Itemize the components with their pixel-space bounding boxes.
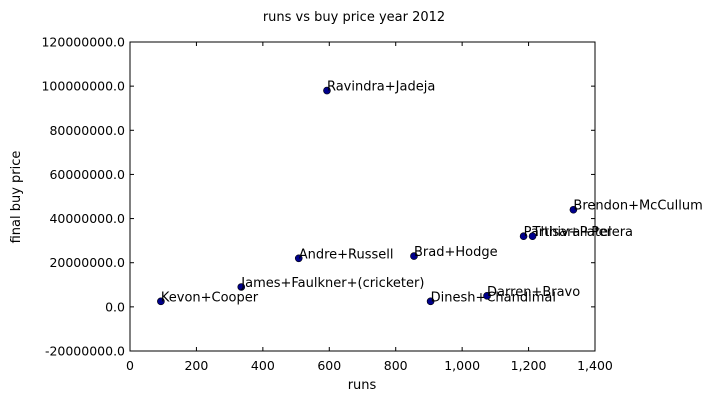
data-point [237, 283, 246, 291]
data-point [483, 292, 491, 300]
x-tick-label: 400 [251, 358, 275, 373]
y-tick-label: 100000000.0 [41, 79, 125, 94]
point-label: Brad+Hodge [414, 245, 498, 260]
x-tick-label: 200 [184, 358, 208, 373]
point-label: Kevon+Cooper [161, 290, 259, 305]
y-tick-label: 40000000.0 [49, 211, 125, 226]
data-point [519, 232, 528, 241]
x-tick-label: 0 [126, 358, 134, 373]
y-axis-label: final buy price [9, 151, 24, 244]
data-point [528, 232, 537, 241]
y-tick-label: 120000000.0 [41, 35, 125, 50]
x-tick-label: 800 [384, 358, 408, 373]
x-tick-label: 1,400 [577, 358, 613, 373]
point-label: James+Faulkner+(cricketer) [240, 276, 424, 291]
x-tick-label: 1,200 [511, 358, 547, 373]
point-label: Thisara+Perera [532, 225, 633, 240]
chart-title: runs vs buy price year 2012 [263, 10, 445, 25]
x-tick-label: 1,000 [444, 358, 480, 373]
y-tick-label: 80000000.0 [49, 123, 125, 138]
point-label: Dinesh+Chandimal [431, 290, 556, 305]
y-axis: -20000000.0 0.0 20000000.0 40000000.0 600000… [41, 35, 595, 359]
data-point [294, 254, 303, 263]
point-label: Darren+Bravo [487, 285, 580, 300]
point-label: Brendon+McCullum [573, 199, 702, 214]
data-point [410, 252, 418, 260]
point-label: Ravindra+Jadeja [327, 80, 435, 95]
data-point [426, 297, 435, 306]
y-tick-label: 20000000.0 [49, 255, 125, 270]
plot-frame [129, 41, 596, 352]
x-axis: 0 200 400 600 800 1,000 1,200 1,400 [126, 42, 613, 373]
point-label: Andre+Russell [299, 247, 394, 262]
y-tick-label: 60000000.0 [49, 167, 125, 182]
data-point [157, 297, 165, 306]
x-tick-label: 600 [317, 358, 341, 373]
data-point [569, 205, 578, 214]
x-axis-label: runs [348, 378, 377, 393]
point-label: Parthiv+Patel [524, 225, 612, 240]
y-tick-label: 0.0 [105, 299, 125, 314]
y-tick-label: -20000000.0 [45, 344, 125, 359]
data-point [323, 86, 331, 95]
